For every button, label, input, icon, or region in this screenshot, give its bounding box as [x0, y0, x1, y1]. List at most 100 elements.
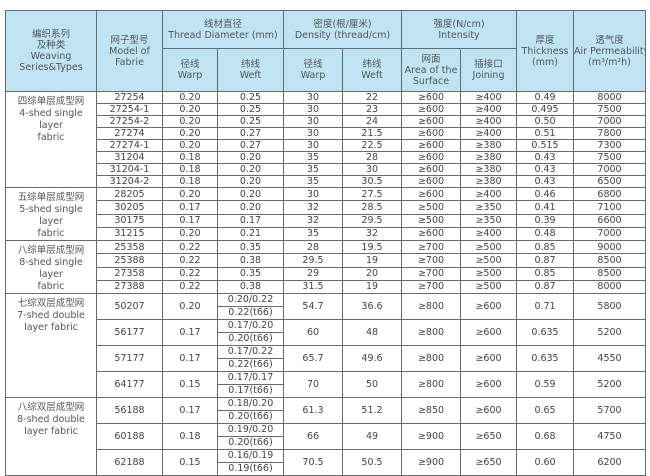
table-cell: 7800: [573, 127, 647, 140]
table-cell: ≥500: [459, 279, 518, 295]
table-cell: 65.7: [283, 345, 343, 372]
table-cell: 0.46: [516, 186, 575, 202]
table-row: 五综单层成型网 5-shed single layer fabric 28205 0.2…: [5, 186, 647, 241]
series-label: 八综单层成型网 8-shed single layer fabric: [5, 240, 97, 294]
table-cell: ≥500: [401, 200, 461, 215]
table-cell: 7000: [573, 163, 647, 176]
table-cell: 35: [283, 163, 343, 176]
table-cell: 0.16/0.19 0.19(t66): [217, 449, 284, 476]
header-thickness: 厚度 Thickness (mm): [516, 10, 575, 92]
table-cell: ≥400: [459, 103, 518, 116]
table-cell: 0.38: [217, 253, 284, 268]
table-cell: ≥350: [459, 200, 518, 215]
table-cell: 0.17/0.17 0.17(t66): [217, 371, 284, 398]
table-cell: 0.20: [162, 127, 218, 140]
table-cell: 32: [283, 213, 343, 228]
table-row: 56177 0.17 0.17/0.20 0.20(t66) 60 48 ≥800 ≥600 0…: [6, 319, 647, 346]
table-cell: 29.5: [342, 213, 402, 228]
table-cell: 24: [342, 115, 402, 128]
table-cell: ≥500: [401, 213, 461, 228]
table-cell: 0.17: [162, 319, 218, 346]
table-cell: 28.5: [342, 200, 402, 215]
table-cell: 0.48: [516, 226, 575, 242]
table-cell: 7500: [573, 151, 647, 164]
table-cell: ≥380: [459, 163, 518, 176]
table-cell: 0.51: [516, 127, 575, 140]
table-row: 31204 0.18 0.20 35 28 ≥600 ≥380 0.43 7500: [6, 151, 647, 164]
table-cell: 0.59: [516, 371, 575, 398]
table-cell: 35: [283, 151, 343, 164]
table-cell: 0.20/0.22 0.22(t66): [217, 293, 284, 320]
table-cell: ≥700: [401, 266, 461, 281]
table-cell: 27254-2: [96, 115, 163, 128]
table-cell: 0.43: [516, 175, 575, 188]
header-model: 网子型号 Model of Fabrie: [96, 10, 163, 92]
table-cell: 23: [342, 103, 402, 116]
table-cell: 50.5: [342, 449, 402, 476]
table-cell: ≥600: [401, 163, 461, 176]
table-cell: 27254: [96, 91, 163, 104]
table-cell: 30205: [96, 200, 163, 215]
table-cell: 28: [342, 151, 402, 164]
table-row: 31204-2 0.18 0.20 35 30.5 ≥600 ≥380 0.43 6500: [6, 175, 647, 188]
table-cell: 0.20: [162, 115, 218, 128]
table-cell: ≥380: [459, 151, 518, 164]
table-cell: ≥500: [459, 239, 518, 255]
table-cell: ≥600: [459, 319, 518, 346]
header-density-weft: 纬线 Weft: [342, 48, 402, 92]
table-cell: ≥700: [401, 279, 461, 295]
table-cell: ≥700: [401, 239, 461, 255]
table-cell: 9000: [573, 239, 647, 255]
table-cell: 0.41: [516, 200, 575, 215]
table-row: 30205 0.17 0.20 32 28.5 ≥500 ≥350 0.41 7100: [6, 200, 647, 215]
table-cell: 57177: [96, 345, 163, 372]
table-row: 64177 0.15 0.17/0.17 0.17(t66) 70 50 ≥800 ≥600 0…: [6, 371, 647, 398]
table-cell: 0.20: [217, 163, 284, 176]
table-cell: 35: [283, 226, 343, 242]
table-cell: 0.18: [162, 163, 218, 176]
table-cell: 0.495: [516, 103, 575, 116]
table-cell: 36.6: [342, 293, 402, 320]
table-cell: ≥600: [401, 91, 461, 104]
table-cell: 0.635: [516, 345, 575, 372]
table-cell: 29.5: [283, 253, 343, 268]
table-cell: 0.17/0.20 0.20(t66): [217, 319, 284, 346]
table-cell: 29: [283, 266, 343, 281]
table-cell: 0.35: [217, 266, 284, 281]
table-cell: ≥600: [401, 115, 461, 128]
table-cell: 50: [342, 371, 402, 398]
table-row: 27254-2 0.20 0.25 30 24 ≥600 ≥400 0.50 7000: [6, 115, 647, 128]
table-cell: 0.85: [516, 266, 575, 281]
table-row: 31204-1 0.18 0.20 35 30 ≥600 ≥380 0.43 7000: [6, 163, 647, 176]
table-cell: 0.20: [162, 139, 218, 152]
table-cell: 60188: [96, 423, 163, 450]
table-cell: 0.18: [162, 423, 218, 450]
header-density-warp: 径线 Warp: [283, 48, 343, 92]
table-cell: ≥600: [401, 186, 461, 202]
table-cell: 0.68: [516, 423, 575, 450]
table-cell: ≥800: [401, 345, 461, 372]
table-cell: 0.49: [516, 91, 575, 104]
table-cell: 50207: [96, 293, 163, 320]
table-cell: ≥600: [401, 127, 461, 140]
table-row: 57177 0.17 0.17/0.22 0.22(t66) 65.7 49.6 ≥800 ≥…: [6, 345, 647, 372]
header-thread-diameter: 线材直径 Thread Diameter (mm): [162, 10, 284, 49]
table-cell: ≥900: [401, 449, 461, 476]
table-cell: 0.17: [162, 397, 218, 424]
table-cell: 31204: [96, 151, 163, 164]
table-cell: 5200: [573, 319, 647, 346]
table-cell: 30: [342, 163, 402, 176]
table-cell: 0.65: [516, 397, 575, 424]
table-cell: 0.20: [162, 186, 218, 202]
table-cell: ≥600: [401, 103, 461, 116]
table-cell: 0.43: [516, 151, 575, 164]
table-cell: 0.22: [162, 253, 218, 268]
table-cell: 31204-2: [96, 175, 163, 188]
table-cell: ≥380: [459, 175, 518, 188]
table-cell: 27.5: [342, 186, 402, 202]
table-cell: 0.25: [217, 103, 284, 116]
table-cell: 0.43: [516, 163, 575, 176]
table-cell: 0.20: [162, 226, 218, 242]
table-cell: 0.20: [162, 103, 218, 116]
table-cell: 8500: [573, 253, 647, 268]
